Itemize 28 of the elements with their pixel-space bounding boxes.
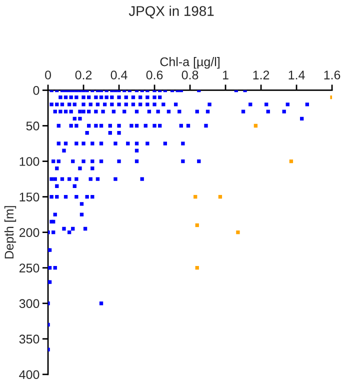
y-tick-label: 100 xyxy=(20,157,40,166)
point xyxy=(218,194,222,199)
point xyxy=(194,194,198,199)
point xyxy=(195,266,199,270)
point xyxy=(195,223,199,228)
x-tick-label: 1.2 xyxy=(253,70,270,80)
x-tick-label: 0.2 xyxy=(75,70,92,80)
point xyxy=(254,124,258,128)
x-tick-label: 0.8 xyxy=(182,70,198,80)
x-tick-label: 1 xyxy=(223,70,228,80)
chart-title: JPQX in 1981 xyxy=(128,6,214,18)
x-tick-label: 1.4 xyxy=(288,70,305,80)
point xyxy=(236,230,240,234)
y-axis-title: Depth [m] xyxy=(4,206,16,258)
y-tick-label: 200 xyxy=(19,228,40,237)
y-tick-label: 400 xyxy=(19,370,40,380)
x-tick-label: 1.6 xyxy=(324,70,340,80)
y-tick-label: 350 xyxy=(19,334,40,344)
y-tick-label: 250 xyxy=(19,264,40,272)
x-tick-label: 0.6 xyxy=(146,70,163,80)
y-tick-label: 0 xyxy=(33,86,40,95)
y-tick-label: 300 xyxy=(19,299,40,308)
y-tick-label: 50 xyxy=(26,122,40,130)
x-tick-label: 0 xyxy=(45,70,52,80)
x-axis-title: Chl-a [µg/l] xyxy=(160,57,220,69)
x-tick-label: 0.4 xyxy=(110,70,128,80)
point xyxy=(289,159,294,164)
y-tick-label: 150 xyxy=(20,192,40,202)
